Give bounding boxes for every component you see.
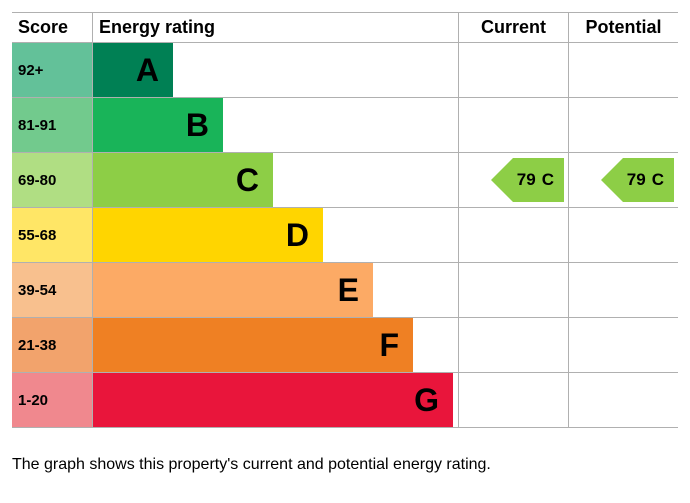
header-score: Score xyxy=(12,13,92,42)
current-rating-letter: C xyxy=(542,170,554,190)
current-rating-score: 79 xyxy=(517,170,536,190)
epc-band-row: 81-91B xyxy=(12,98,678,153)
band-bar: C xyxy=(93,153,273,207)
band-score-range: 1-20 xyxy=(12,373,92,427)
epc-band-row: 1-20G xyxy=(12,373,678,428)
header-current: Current xyxy=(458,13,568,42)
band-bar: D xyxy=(93,208,323,262)
header-rating: Energy rating xyxy=(92,13,458,42)
band-rating-cell: A xyxy=(92,43,458,97)
band-potential-cell: 79 C xyxy=(568,153,678,207)
band-rating-cell: D xyxy=(92,208,458,262)
band-current-cell xyxy=(458,208,568,262)
band-score-range: 92+ xyxy=(12,43,92,97)
epc-chart: Score Energy rating Current Potential 92… xyxy=(12,12,678,428)
potential-rating-letter: C xyxy=(652,170,664,190)
band-current-cell xyxy=(458,373,568,427)
band-rating-cell: F xyxy=(92,318,458,372)
band-score-range: 21-38 xyxy=(12,318,92,372)
band-current-cell xyxy=(458,263,568,317)
band-bar: A xyxy=(93,43,173,97)
epc-band-row: 92+A xyxy=(12,43,678,98)
band-score-range: 81-91 xyxy=(12,98,92,152)
band-potential-cell xyxy=(568,318,678,372)
band-potential-cell xyxy=(568,208,678,262)
potential-rating-badge: 79 C xyxy=(623,158,674,202)
potential-rating-score: 79 xyxy=(627,170,646,190)
band-potential-cell xyxy=(568,43,678,97)
header-potential: Potential xyxy=(568,13,678,42)
band-score-range: 39-54 xyxy=(12,263,92,317)
band-current-cell xyxy=(458,43,568,97)
epc-body: 92+A81-91B69-80C79C79C55-68D39-54E21-38F… xyxy=(12,43,678,428)
band-score-range: 69-80 xyxy=(12,153,92,207)
epc-band-row: 21-38F xyxy=(12,318,678,373)
epc-header-row: Score Energy rating Current Potential xyxy=(12,13,678,43)
band-bar: G xyxy=(93,373,453,427)
band-bar: E xyxy=(93,263,373,317)
band-score-range: 55-68 xyxy=(12,208,92,262)
epc-band-row: 69-80C79C79C xyxy=(12,153,678,208)
band-potential-cell xyxy=(568,98,678,152)
band-potential-cell xyxy=(568,263,678,317)
band-bar: B xyxy=(93,98,223,152)
epc-band-row: 55-68D xyxy=(12,208,678,263)
band-current-cell xyxy=(458,98,568,152)
band-current-cell: 79 C xyxy=(458,153,568,207)
chart-caption: The graph shows this property's current … xyxy=(12,456,678,474)
band-rating-cell: E xyxy=(92,263,458,317)
epc-band-row: 39-54E xyxy=(12,263,678,318)
band-current-cell xyxy=(458,318,568,372)
band-rating-cell: C xyxy=(92,153,458,207)
band-bar: F xyxy=(93,318,413,372)
band-rating-cell: B xyxy=(92,98,458,152)
band-rating-cell: G xyxy=(92,373,458,427)
current-rating-badge: 79 C xyxy=(513,158,564,202)
band-potential-cell xyxy=(568,373,678,427)
